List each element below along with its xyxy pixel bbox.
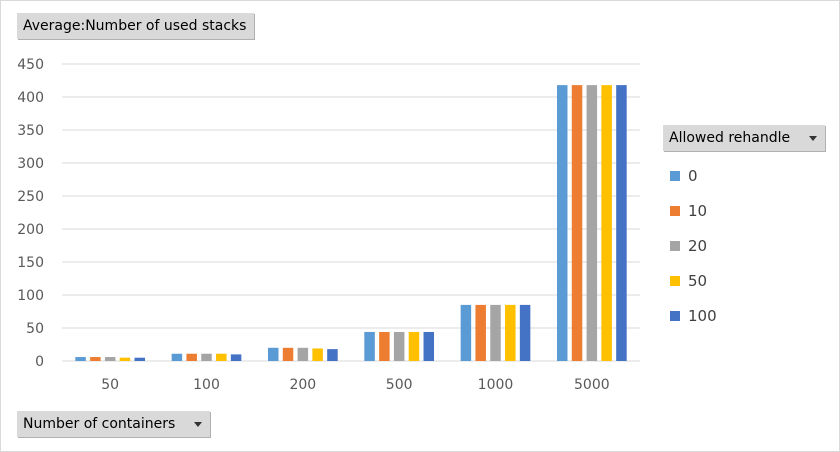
bar-50-100 [134,357,146,361]
bar-500-20 [393,331,405,361]
bar-500-100 [423,331,435,361]
x-tick-label: 100 [193,377,220,393]
legend-label: 0 [688,166,698,185]
bar-1000-50 [505,304,516,361]
bar-100-50 [216,353,227,361]
y-tick-label: 150 [17,255,44,271]
bar-1000-20 [490,304,501,361]
legend-label: 100 [688,306,717,325]
y-tick-label: 300 [17,156,44,172]
legend-item: 10 [670,193,717,228]
bar-500-10 [379,331,390,361]
bar-200-50 [312,348,323,361]
legend-item: 100 [670,298,717,333]
x-tick-label: 500 [386,377,413,393]
bar-5000-20 [586,85,598,362]
x-tick-label: 50 [101,377,119,393]
bar-100-10 [186,353,197,361]
bar-50-50 [119,357,131,361]
bar-100-0 [171,353,183,361]
bar-200-20 [297,347,309,361]
bar-100-20 [201,353,212,361]
y-tick-label: 450 [17,57,44,73]
bar-500-0 [364,331,375,361]
bar-100-100 [230,354,242,361]
y-tick-label: 200 [17,222,44,238]
bar-5000-10 [571,85,583,362]
value-field-label: Average:Number of used stacks [23,18,247,34]
legend-field-button[interactable]: Allowed rehandle [663,125,825,151]
bar-200-100 [327,349,338,361]
chart-legend: 0 10 20 50 100 [670,158,717,333]
y-tick-label: 250 [17,189,44,205]
bar-5000-100 [616,85,627,362]
legend-swatch [670,240,680,251]
bar-50-20 [104,357,116,361]
y-tick-label: 100 [17,288,44,304]
bar-1000-0 [460,304,472,361]
legend-label: 10 [688,201,708,220]
legend-swatch [670,275,680,286]
legend-label: 20 [688,236,708,255]
legend-field-label: Allowed rehandle [669,130,791,146]
bar-50-10 [90,357,101,361]
legend-swatch [670,310,680,321]
x-tick-label: 200 [289,377,316,393]
bar-5000-0 [556,85,568,362]
legend-swatch [670,170,680,181]
dropdown-arrow-icon[interactable] [808,135,817,141]
axis-field-button[interactable]: Number of containers [17,411,210,437]
legend-item: 20 [670,228,717,263]
axis-field-label: Number of containers [23,416,176,432]
bar-5000-50 [601,85,612,362]
x-tick-label: 5000 [574,377,610,393]
bar-200-0 [267,347,279,361]
x-tick-label: 1000 [478,377,514,393]
legend-swatch [670,205,680,216]
dropdown-arrow-icon[interactable] [193,421,202,427]
bar-1000-10 [475,304,486,361]
y-tick-label: 350 [17,123,44,139]
bar-50-0 [75,357,86,361]
legend-label: 50 [688,271,708,290]
bar-500-50 [408,331,420,361]
y-tick-label: 400 [17,90,44,106]
bar-200-10 [282,347,294,361]
y-tick-label: 50 [26,321,44,337]
legend-item: 50 [670,263,717,298]
bar-1000-100 [519,304,531,361]
legend-item: 0 [670,158,717,193]
y-tick-label: 0 [35,354,44,370]
value-field-button[interactable]: Average:Number of used stacks [17,13,255,39]
